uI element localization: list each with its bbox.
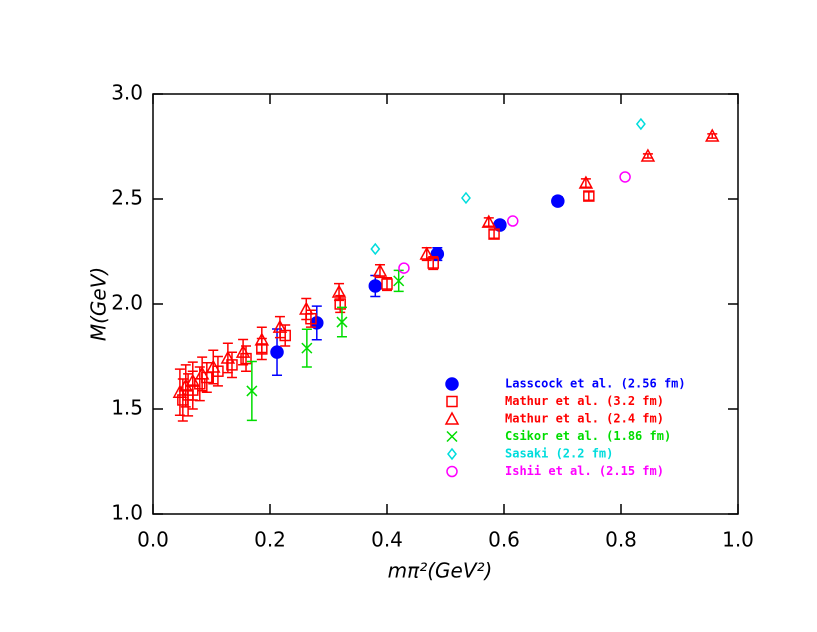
legend-marker <box>447 447 457 461</box>
x-tick-label: 0.0 <box>137 528 169 552</box>
x-tick-label: 0.2 <box>254 528 286 552</box>
legend-label: Mathur et al. (2.4 fm) <box>505 412 664 426</box>
legend-label: Mathur et al. (3.2 fm) <box>505 394 664 408</box>
marker <box>635 117 646 131</box>
marker <box>481 214 497 228</box>
marker <box>270 345 284 359</box>
error-bar <box>335 294 346 314</box>
legend-marker <box>445 377 459 391</box>
error-bar <box>187 361 198 401</box>
marker <box>461 191 471 205</box>
marker <box>272 319 288 333</box>
y-tick-label: 1.0 <box>111 501 143 525</box>
error-bar <box>580 178 591 188</box>
marker <box>336 316 348 328</box>
marker <box>172 384 188 398</box>
marker <box>640 148 656 162</box>
marker <box>381 278 393 290</box>
marker <box>393 275 405 287</box>
marker <box>419 246 435 260</box>
marker <box>240 352 252 365</box>
legend-marker <box>446 430 458 443</box>
marker <box>370 242 381 256</box>
x-axis-label: mπ²(GeV²) <box>388 559 493 583</box>
y-axis-label: M(GeV) <box>87 267 111 341</box>
marker <box>246 385 258 397</box>
y-tick-label: 2.0 <box>111 291 143 315</box>
x-tick-label: 1.0 <box>722 528 754 552</box>
error-bar <box>174 368 185 417</box>
error-bar <box>256 326 267 354</box>
marker <box>220 350 236 364</box>
x-tick-label: 0.6 <box>488 528 520 552</box>
y-tick-label: 1.5 <box>111 396 143 420</box>
error-bar <box>197 356 208 392</box>
error-bar <box>212 355 223 387</box>
error-bar <box>707 133 718 139</box>
marker <box>619 171 631 183</box>
marker <box>583 190 595 202</box>
marker <box>331 284 347 298</box>
error-bar <box>222 342 233 374</box>
y-tick-label: 2.5 <box>111 186 143 210</box>
error-bar <box>489 229 500 240</box>
marker <box>185 373 201 387</box>
legend-marker <box>444 411 460 425</box>
x-tick-label: 0.8 <box>605 528 637 552</box>
legend-marker <box>446 465 458 478</box>
legend-label: Csikor et al. (1.86 fm) <box>505 429 671 443</box>
legend-marker <box>446 395 458 408</box>
marker <box>551 194 565 208</box>
marker <box>704 128 720 142</box>
legend-label: Lasscock et al. (2.56 fm) <box>505 377 686 391</box>
error-bar <box>238 338 249 366</box>
marker <box>488 228 500 240</box>
error-bar <box>583 191 594 202</box>
error-bar <box>208 349 219 385</box>
error-bar <box>180 364 191 408</box>
marker <box>254 332 270 346</box>
marker <box>334 298 346 310</box>
marker <box>368 279 383 293</box>
error-bar <box>642 153 653 159</box>
marker <box>194 366 210 380</box>
plot-frame <box>152 93 739 515</box>
marker <box>578 175 594 189</box>
marker <box>235 344 251 358</box>
legend-label: Ishii et al. (2.15 fm) <box>505 464 664 478</box>
marker <box>301 342 313 354</box>
x-tick-label: 0.4 <box>371 528 403 552</box>
error-bar <box>483 217 494 228</box>
marker <box>507 215 519 227</box>
marker <box>299 301 314 315</box>
legend-label: Sasaki (2.2 fm) <box>505 447 613 461</box>
marker <box>205 359 221 373</box>
error-bar <box>280 324 291 347</box>
marker <box>427 257 439 269</box>
marker <box>398 262 410 274</box>
marker <box>372 263 388 277</box>
y-tick-label: 3.0 <box>111 81 143 105</box>
